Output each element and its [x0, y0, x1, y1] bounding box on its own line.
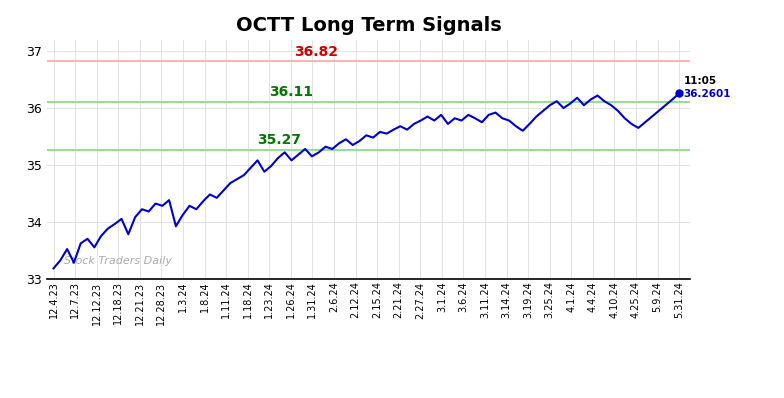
Point	[673, 90, 685, 96]
Title: OCTT Long Term Signals: OCTT Long Term Signals	[236, 16, 501, 35]
Text: 35.27: 35.27	[256, 133, 301, 147]
Text: 36.2601: 36.2601	[684, 90, 731, 100]
Text: 11:05: 11:05	[684, 76, 717, 86]
Text: 36.82: 36.82	[294, 45, 338, 59]
Text: Stock Traders Daily: Stock Traders Daily	[64, 256, 172, 266]
Text: 36.11: 36.11	[269, 85, 314, 99]
